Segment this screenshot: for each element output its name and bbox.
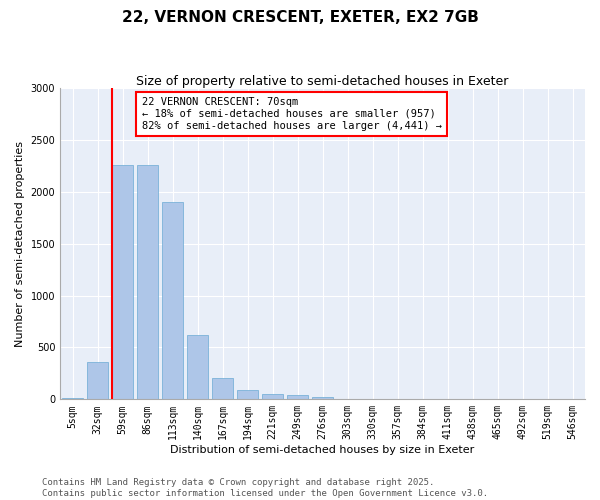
Text: Contains HM Land Registry data © Crown copyright and database right 2025.
Contai: Contains HM Land Registry data © Crown c… [42,478,488,498]
Bar [262,394,283,400]
X-axis label: Distribution of semi-detached houses by size in Exeter: Distribution of semi-detached houses by … [170,445,475,455]
Bar [137,165,158,400]
Text: 22 VERNON CRESCENT: 70sqm
← 18% of semi-detached houses are smaller (957)
82% of: 22 VERNON CRESCENT: 70sqm ← 18% of semi-… [142,98,442,130]
Title: Size of property relative to semi-detached houses in Exeter: Size of property relative to semi-detach… [136,75,509,88]
Y-axis label: Number of semi-detached properties: Number of semi-detached properties [15,140,25,346]
Bar [112,165,133,400]
Bar [312,396,333,400]
Text: 22, VERNON CRESCENT, EXETER, EX2 7GB: 22, VERNON CRESCENT, EXETER, EX2 7GB [122,10,478,25]
Bar [212,378,233,400]
Bar [62,398,83,400]
Bar [337,399,358,400]
Bar [162,202,183,400]
Bar [237,390,258,400]
Bar [187,335,208,400]
Bar [287,394,308,400]
Bar [87,362,108,400]
